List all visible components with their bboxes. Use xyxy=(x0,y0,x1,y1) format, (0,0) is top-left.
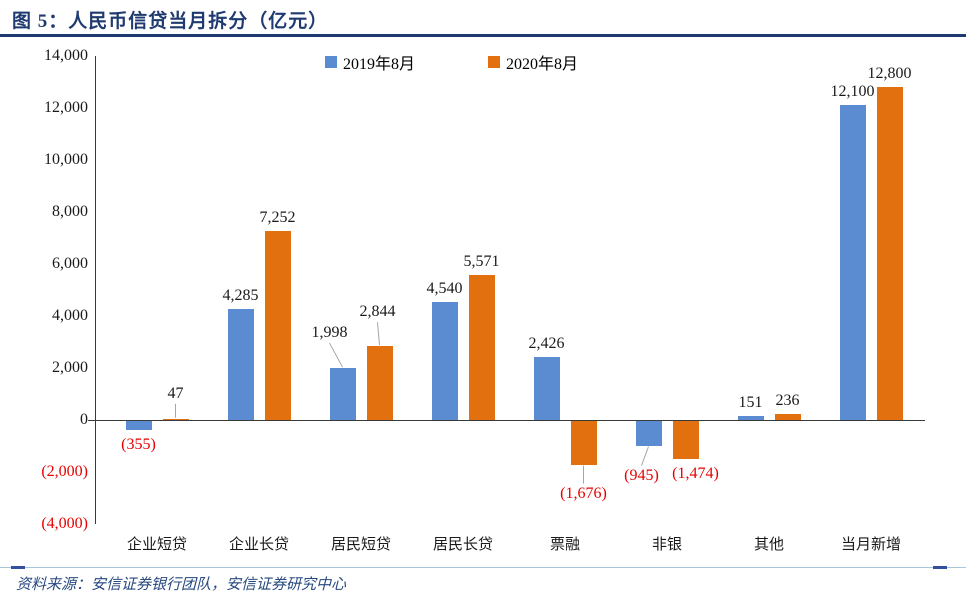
bar-value-label: 1,998 xyxy=(311,324,348,342)
bar xyxy=(468,275,495,420)
category-label: 当月新增 xyxy=(840,537,901,553)
source-note: 资料来源：安信证券银行团队，安信证券研究中心 xyxy=(16,577,347,593)
bar xyxy=(774,413,801,420)
bottom-border xyxy=(0,566,966,569)
category-label: 企业短贷 xyxy=(126,537,187,553)
y-axis-tick-label: (2,000) xyxy=(41,463,88,480)
bar xyxy=(162,418,189,420)
bar xyxy=(672,421,699,460)
category-label: 居民长贷 xyxy=(432,537,493,553)
label-leader-line xyxy=(329,342,343,368)
bar-value-label: 4,285 xyxy=(222,286,259,304)
bar-value-label: 4,540 xyxy=(426,279,463,297)
y-axis-tick-label: (4,000) xyxy=(41,515,88,532)
bar xyxy=(570,421,597,465)
y-axis-tick-label: 10,000 xyxy=(44,151,88,168)
bar xyxy=(737,416,764,420)
y-axis-tick-label: 8,000 xyxy=(52,203,88,220)
y-axis-tick-label: 14,000 xyxy=(44,47,88,64)
bottom-border-left-dash xyxy=(11,566,25,569)
bar xyxy=(876,87,903,420)
y-axis-tick-label: 0 xyxy=(80,411,88,428)
bar-value-label: 2,426 xyxy=(528,334,565,352)
label-leader-line xyxy=(641,446,649,466)
bar-value-label: 12,100 xyxy=(830,83,875,101)
bar-value-label: 236 xyxy=(775,391,800,409)
category-label: 非银 xyxy=(651,537,682,553)
bar-value-label: (1,676) xyxy=(560,484,607,502)
bar xyxy=(635,421,662,446)
category-label: 居民短贷 xyxy=(330,537,391,553)
bar-value-label: (1,474) xyxy=(672,465,719,483)
bar-value-label: (355) xyxy=(121,436,156,454)
y-axis-tick-label: 6,000 xyxy=(52,255,88,272)
bar-value-label: 7,252 xyxy=(259,209,296,227)
chart-legend: 2019年8月 2020年8月 xyxy=(325,50,578,74)
bar xyxy=(366,346,393,420)
bar xyxy=(264,231,291,420)
category-label: 其他 xyxy=(753,537,784,553)
y-axis-tick-label: 4,000 xyxy=(52,307,88,324)
bar xyxy=(329,368,356,420)
bar-value-label: 47 xyxy=(167,384,184,402)
bar xyxy=(431,301,458,420)
legend-label: 2020年8月 xyxy=(506,56,579,73)
bar xyxy=(125,421,152,431)
bar-value-label: 151 xyxy=(738,394,763,412)
bar xyxy=(533,356,560,420)
legend-swatch-icon xyxy=(325,56,337,68)
bar-value-label: (945) xyxy=(624,466,659,484)
bar-value-label: 5,571 xyxy=(463,253,500,271)
title-underline xyxy=(0,34,966,37)
bottom-border-right-dash xyxy=(933,566,947,569)
category-label: 企业长贷 xyxy=(228,537,289,553)
y-axis-tick-label: 12,000 xyxy=(44,99,88,116)
y-axis-tick-label: 2,000 xyxy=(52,359,88,376)
bar-value-label: 2,844 xyxy=(359,303,396,321)
legend-item-2020: 2020年8月 xyxy=(488,50,578,74)
bar-value-label: 12,800 xyxy=(867,65,912,83)
legend-swatch-icon xyxy=(488,56,501,68)
x-axis-zero-line xyxy=(88,420,925,421)
y-axis-line xyxy=(95,56,96,524)
bar xyxy=(227,308,254,420)
legend-item-2019: 2019年8月 xyxy=(325,50,415,74)
label-leader-line xyxy=(377,322,380,346)
category-label: 票融 xyxy=(549,537,580,553)
bar xyxy=(839,105,866,420)
legend-label: 2019年8月 xyxy=(343,56,416,73)
figure-title: 图 5：人民币信贷当月拆分（亿元） xyxy=(12,11,329,32)
